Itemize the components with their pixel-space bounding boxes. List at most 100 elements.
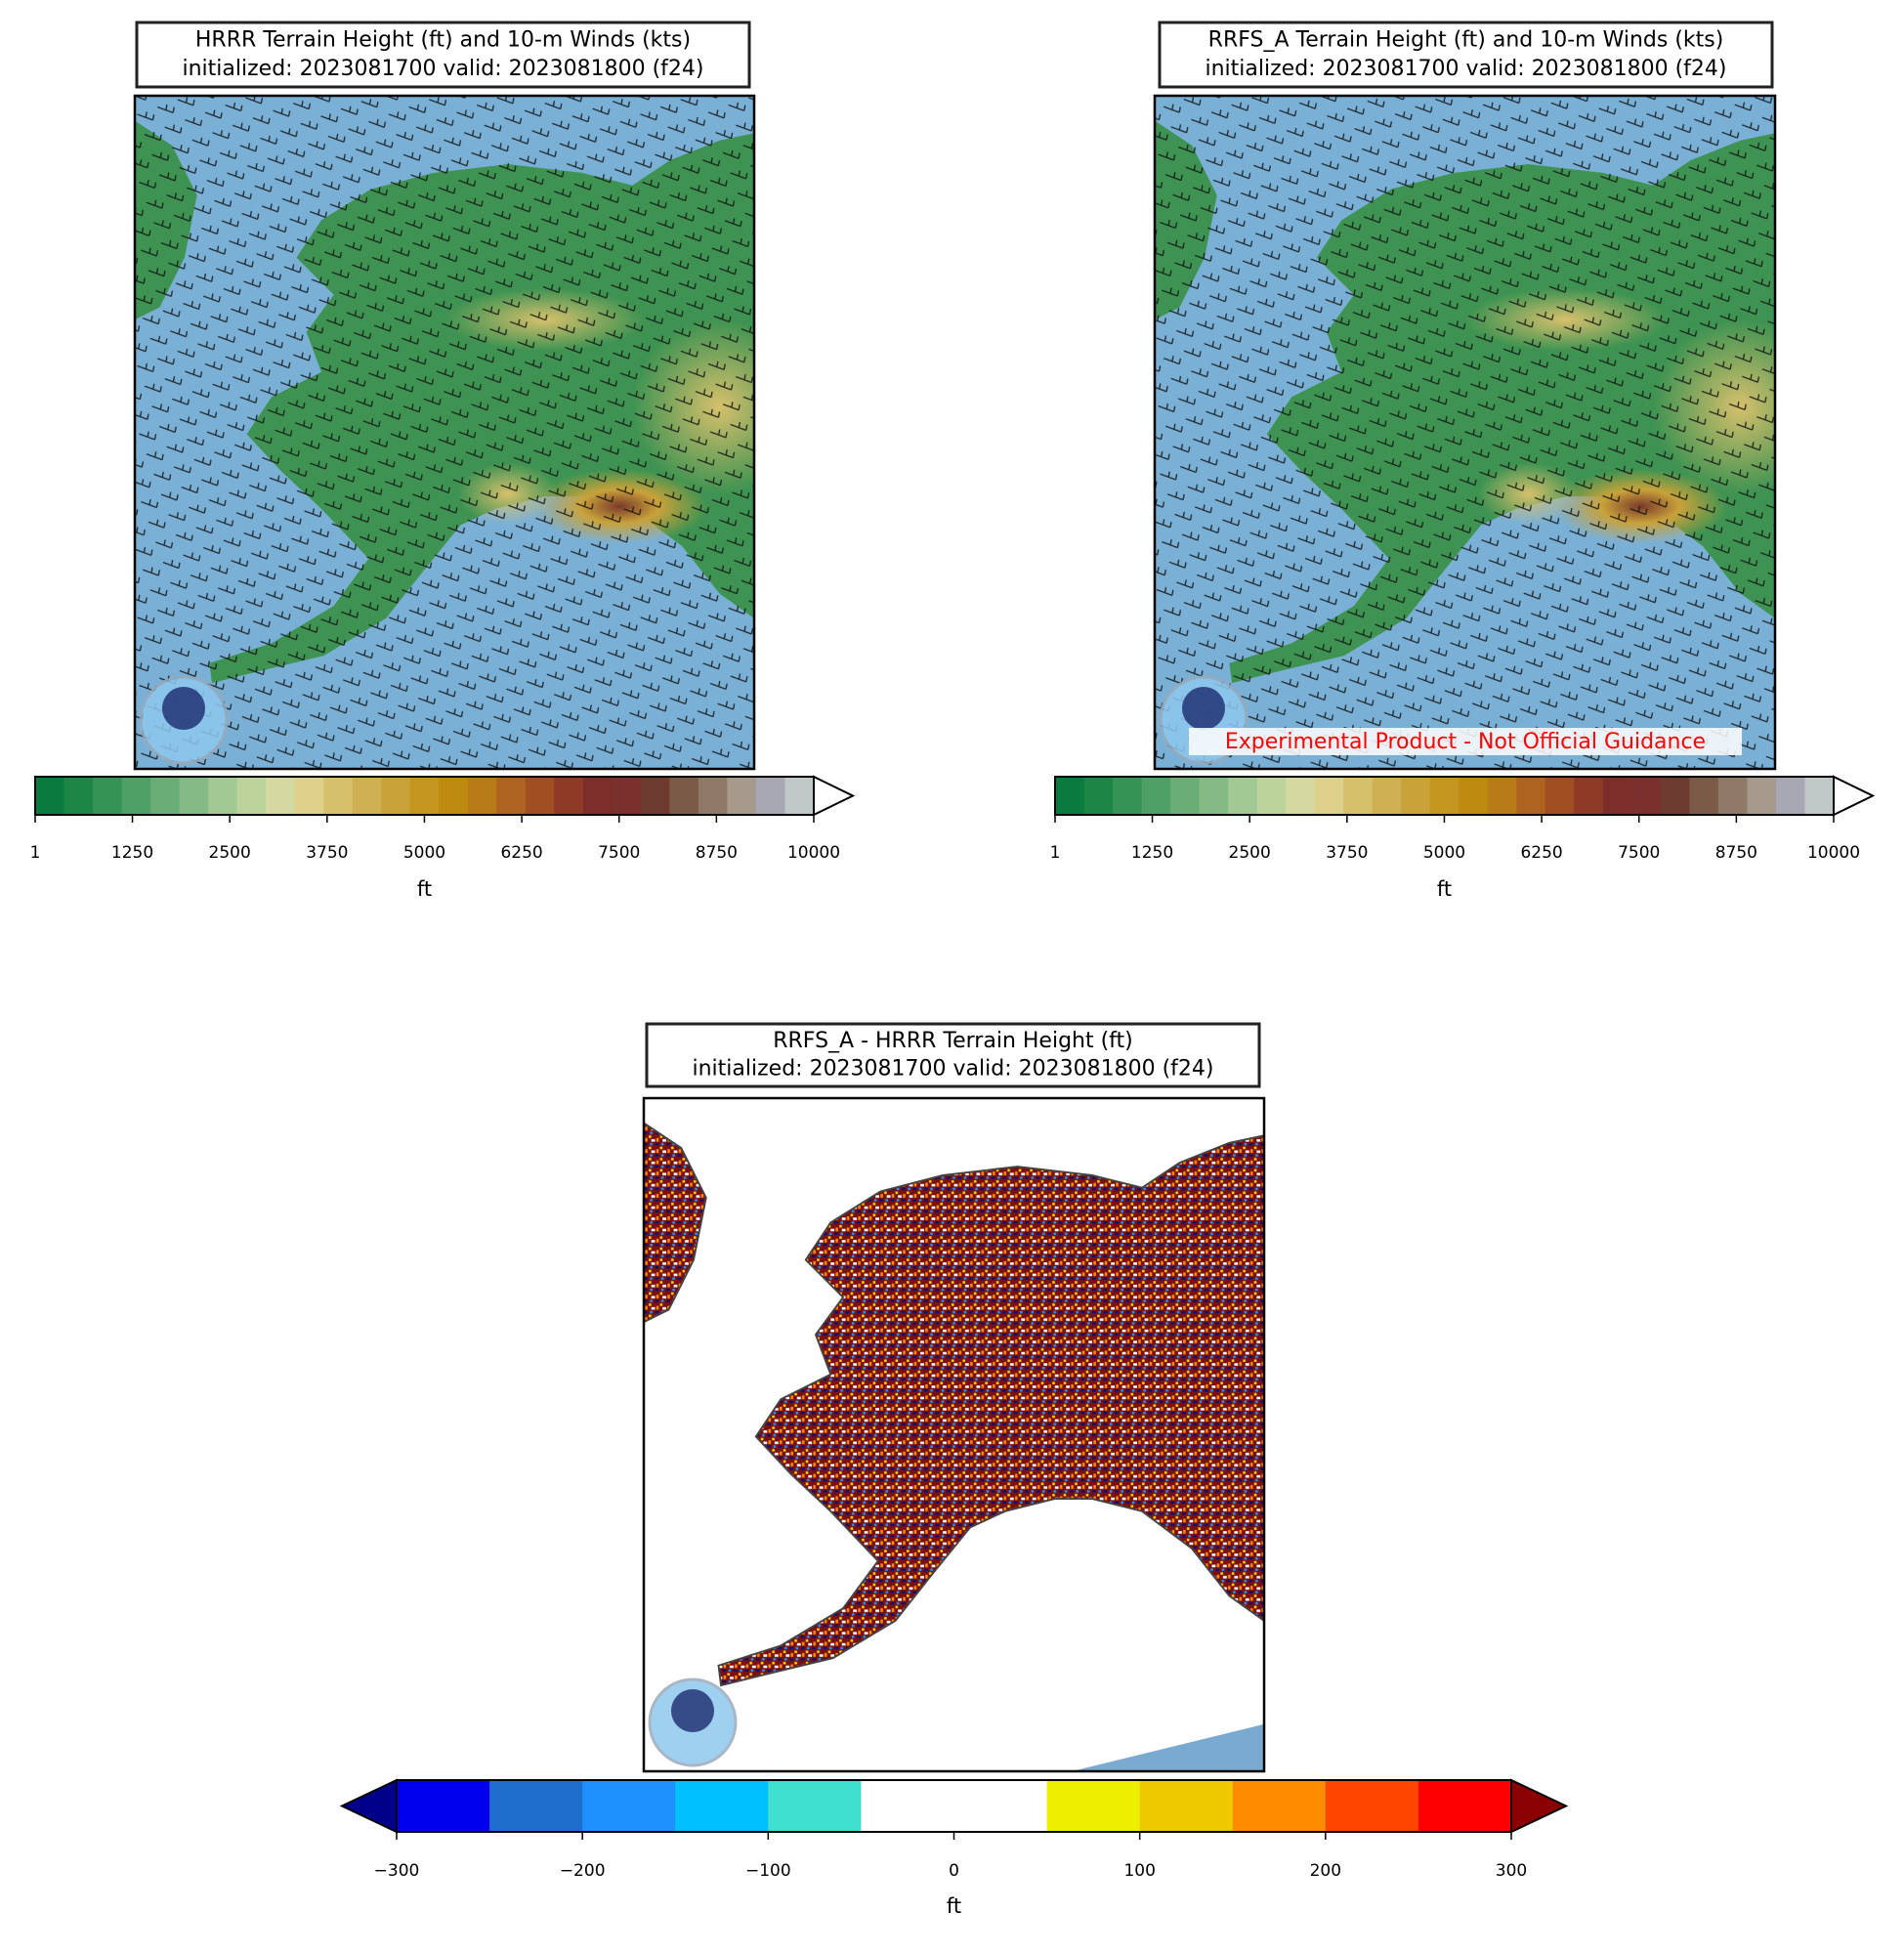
colorbar-tick-label: −100 — [745, 1861, 791, 1881]
map — [1155, 96, 1775, 769]
colorbar-extension — [1833, 775, 1876, 817]
wind-barbs — [1155, 96, 1775, 769]
colorbar-segment — [1631, 777, 1662, 815]
title-line: RRFS_A - HRRR Terrain Height (ft) — [773, 1029, 1133, 1053]
colorbar-segment — [1286, 777, 1316, 815]
colorbar-segment — [439, 777, 469, 815]
colorbar-segment — [323, 777, 354, 815]
colorbar-segment — [1170, 777, 1201, 815]
colorbar-segment — [1199, 777, 1229, 815]
colorbar-tick-label: 10000 — [1807, 843, 1860, 863]
colorbar-segment — [612, 777, 642, 815]
annotation-box — [1189, 728, 1742, 755]
colorbar-tick-label: 6250 — [500, 843, 542, 863]
colorbar-segment — [582, 777, 613, 815]
map — [135, 96, 754, 769]
colorbar-segment — [1487, 777, 1517, 815]
annotation: Experimental Product - Not Official Guid… — [1225, 730, 1706, 754]
colorbar-segment — [496, 777, 527, 815]
colorbar-segment — [953, 1780, 1048, 1832]
colorbar-segment — [1401, 777, 1431, 815]
colorbar-extension — [339, 1778, 398, 1834]
title-line: initialized: 2023081700 valid: 202308180… — [183, 57, 704, 81]
map — [644, 1098, 1264, 1771]
colorbar-segment — [150, 777, 181, 815]
title-line: initialized: 2023081700 valid: 202308180… — [1206, 57, 1727, 81]
colorbar-tick-label: 2500 — [1229, 843, 1271, 863]
noaa-logo-inner — [1182, 687, 1225, 730]
title-box — [1158, 21, 1774, 89]
colorbar-segment — [768, 1780, 863, 1832]
title-line: HRRR Terrain Height (ft) and 10-m Winds … — [195, 27, 691, 52]
colorbar-segment — [409, 777, 440, 815]
colorbar-segment — [1343, 777, 1374, 815]
colorbar-segment — [784, 777, 815, 815]
colorbar-segment — [352, 777, 382, 815]
colorbar-segment — [1775, 777, 1806, 815]
colorbar-tick-label: 3750 — [306, 843, 348, 863]
colorbar-segment — [467, 777, 497, 815]
colorbar-segment — [1429, 777, 1460, 815]
map-frame — [133, 94, 756, 771]
colorbar-segment — [675, 1780, 769, 1832]
colorbar-tick-label: 1 — [1050, 843, 1061, 863]
colorbar-segment — [1660, 777, 1691, 815]
map-frame — [1153, 94, 1777, 771]
colorbar-segment — [1747, 777, 1777, 815]
colorbar-segment — [1139, 1780, 1234, 1832]
colorbar-tick-label: 200 — [1310, 1861, 1341, 1881]
colorbar-segment — [381, 777, 411, 815]
map-panel: HRRR Terrain Height (ft) and 10-m Winds … — [30, 21, 856, 901]
colorbar-segment — [397, 1780, 490, 1832]
colorbar-segment — [640, 777, 671, 815]
colorbar-tick-label: −300 — [374, 1861, 420, 1881]
colorbar-segment — [525, 777, 555, 815]
colorbar-segment — [1228, 777, 1258, 815]
colorbar-segment — [1113, 777, 1143, 815]
colorbar-segment — [208, 777, 238, 815]
colorbar-tick-label: 8750 — [696, 843, 738, 863]
colorbar-segment — [1046, 1780, 1141, 1832]
colorbar-tick-label: −200 — [560, 1861, 606, 1881]
colorbar-segment — [582, 1780, 676, 1832]
colorbar-segment — [1325, 1780, 1419, 1832]
colorbar-segment — [1314, 777, 1344, 815]
map-panel: Experimental Product - Not Official Guid… — [1050, 21, 1876, 901]
colorbar-segment — [294, 777, 324, 815]
colorbar-segment — [1055, 777, 1085, 815]
colorbar-tick-label: 6250 — [1520, 843, 1562, 863]
title-box — [645, 1022, 1261, 1088]
colorbar-label: ft — [947, 1894, 961, 1918]
noaa-logo-inner — [162, 687, 205, 730]
wind-barbs — [135, 96, 754, 769]
title-line: initialized: 2023081700 valid: 202308180… — [693, 1057, 1214, 1082]
colorbar-tick-label: 100 — [1123, 1861, 1155, 1881]
colorbar-segment — [669, 777, 699, 815]
colorbar-segment — [1372, 777, 1402, 815]
colorbar-tick-label: 0 — [949, 1861, 959, 1881]
colorbar-tick-label: 7500 — [598, 843, 640, 863]
title-box — [135, 21, 751, 89]
noaa-logo-inner — [671, 1689, 714, 1732]
colorbar-tick-label: 5000 — [1423, 843, 1465, 863]
colorbar-label: ft — [417, 877, 432, 901]
colorbar-segment — [489, 1780, 583, 1832]
colorbar-segment — [1602, 777, 1632, 815]
colorbar-segment — [1574, 777, 1604, 815]
colorbar-segment — [1804, 777, 1835, 815]
colorbar-segment — [1544, 777, 1575, 815]
colorbar-segment — [1232, 1780, 1327, 1832]
colorbar-segment — [35, 777, 65, 815]
sea-strip — [1072, 1723, 1264, 1771]
colorbar-segment — [179, 777, 209, 815]
colorbar-segment — [236, 777, 267, 815]
colorbar-segment — [1083, 777, 1114, 815]
colorbar-segment — [1516, 777, 1546, 815]
colorbar-tick-label: 1250 — [111, 843, 153, 863]
colorbar-segment — [1689, 777, 1719, 815]
colorbar-segment — [554, 777, 584, 815]
colorbar-extension — [1510, 1778, 1569, 1834]
colorbar-segment — [727, 777, 757, 815]
colorbar-segment — [1459, 777, 1489, 815]
